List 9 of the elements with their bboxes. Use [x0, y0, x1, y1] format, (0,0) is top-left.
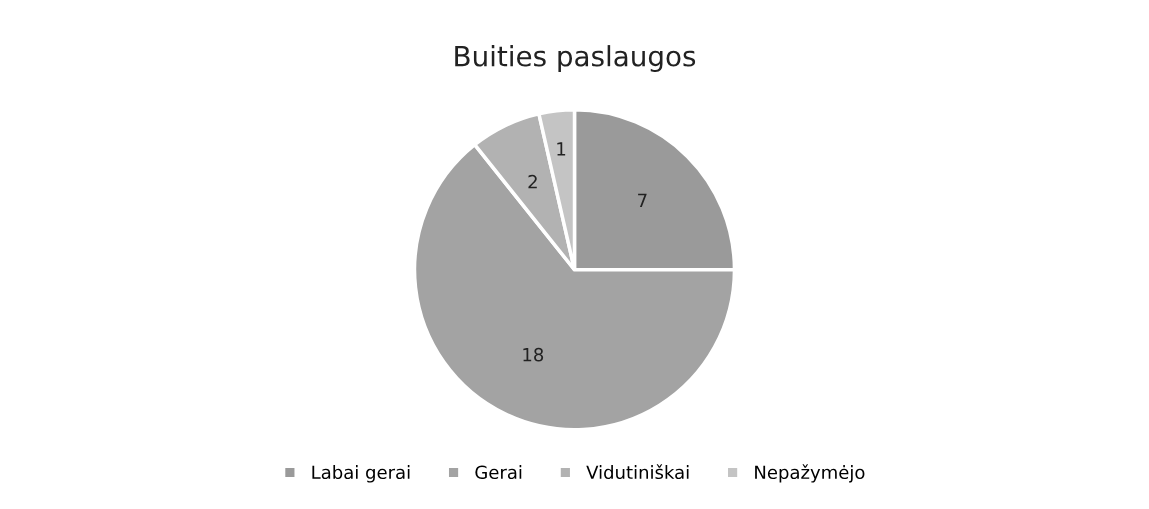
legend-label: Vidutiniškai: [586, 464, 689, 480]
data-label: 1: [557, 142, 566, 156]
chart-title: Buities paslaugos: [455, 45, 696, 72]
data-label: 7: [638, 193, 647, 207]
data-label: 2: [528, 174, 537, 189]
legend-label: Labai gerai: [312, 465, 410, 483]
legend-label: Gerai: [475, 465, 522, 480]
legend-label: Nepažymėjo: [755, 464, 865, 483]
data-label: 18: [523, 347, 544, 362]
